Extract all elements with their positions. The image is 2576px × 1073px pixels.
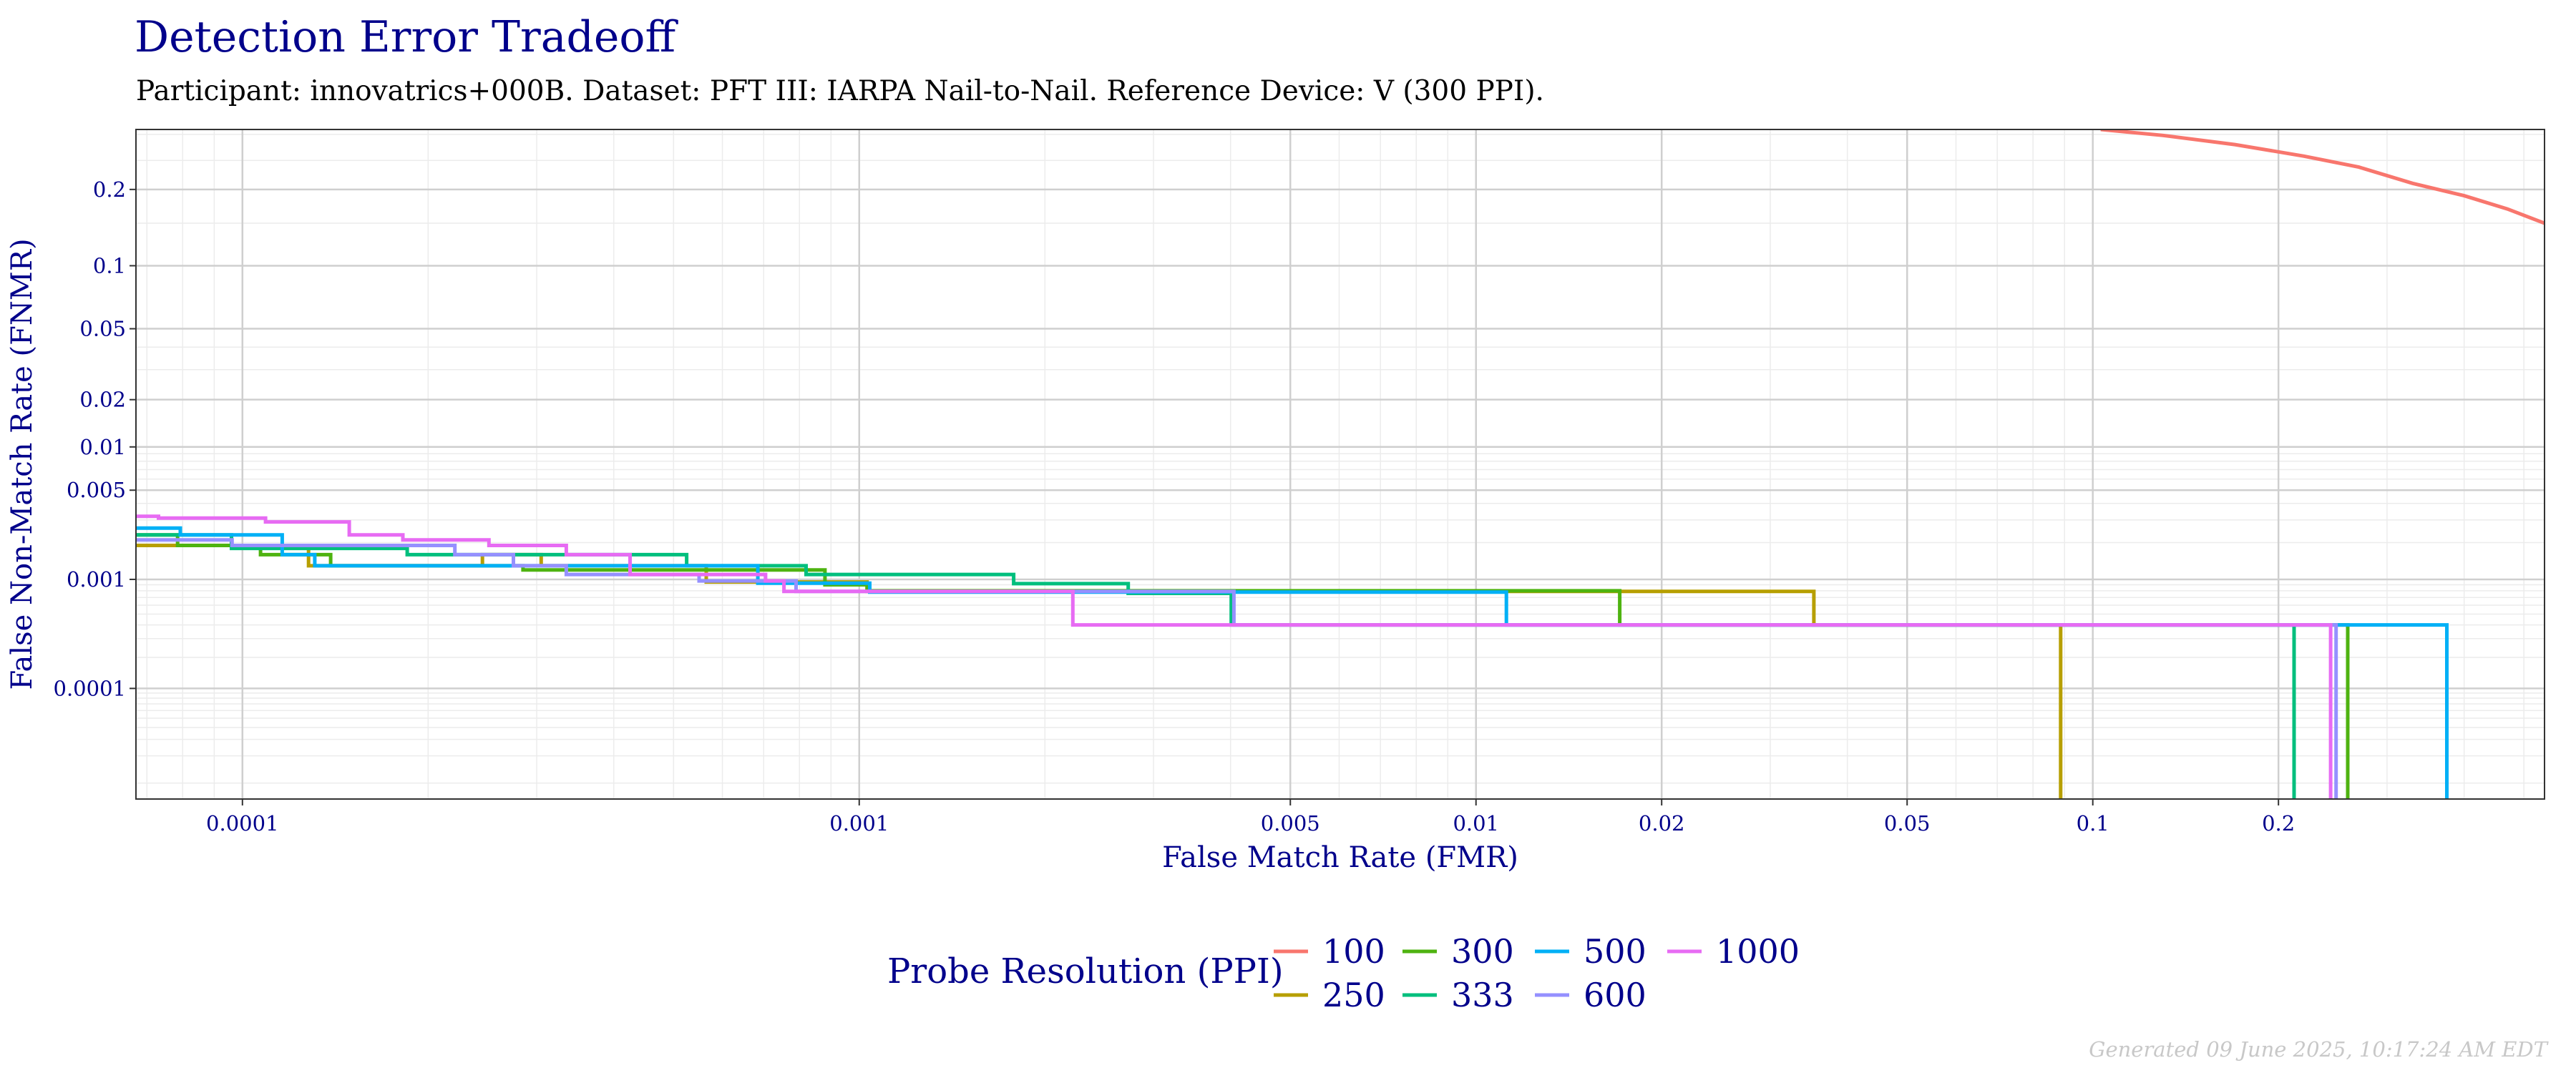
legend-label-250: 250 [1322,976,1385,1014]
y-tick-label: 0.1 [93,253,126,278]
series-line-1000 [136,514,2333,799]
y-axis-title: False Non-Match Rate (FNMR) [6,238,39,690]
legend-item-300: 300 [1402,932,1514,971]
chart-title: Detection Error Tradeoff [135,12,679,62]
x-tick-label: 0.02 [1639,811,1685,836]
x-tick-label: 0.05 [1884,811,1931,836]
x-tick-label: 0.01 [1453,811,1499,836]
x-tick-label: 0.2 [2262,811,2295,836]
legend-title: Probe Resolution (PPI) [887,951,1284,991]
series-line-333 [136,533,2296,799]
legend-item-1000: 1000 [1667,932,1800,971]
series-line-600 [136,538,2338,799]
series-line-100 [2100,129,2545,225]
legend-item-333: 333 [1402,976,1514,1014]
chart-subtitle: Participant: innovatrics+000B. Dataset: … [136,75,1544,107]
legend-items: 100 250 300 333 500 600 1000 [1274,932,1800,1014]
y-tick-label: 0.01 [79,435,126,459]
legend-item-100: 100 [1274,932,1385,971]
y-axis-ticks: 0.2 0.1 0.05 0.02 0.01 0.005 0.001 0.0001 [54,177,136,700]
legend-label-600: 600 [1584,976,1646,1014]
legend-label-1000: 1000 [1716,932,1800,971]
legend-label-100: 100 [1322,932,1385,971]
y-tick-label: 0.005 [67,478,126,502]
footer-timestamp: Generated 09 June 2025, 10:17:24 AM EDT [2089,1037,2549,1062]
grid [136,129,2545,799]
legend: Probe Resolution (PPI) 100 250 300 333 500 60… [887,932,1800,1014]
x-tick-label: 0.0001 [206,811,278,836]
legend-item-250: 250 [1274,976,1385,1014]
legend-item-600: 600 [1535,976,1646,1014]
y-tick-label: 0.2 [93,177,126,202]
x-tick-label: 0.001 [829,811,889,836]
series-line-500 [136,526,2449,799]
legend-label-333: 333 [1451,976,1514,1014]
x-tick-label: 0.005 [1261,811,1320,836]
x-axis-title: False Match Rate (FMR) [1162,841,1518,874]
y-tick-label: 0.001 [67,567,126,592]
legend-label-500: 500 [1584,932,1646,971]
y-tick-label: 0.05 [79,317,126,341]
legend-item-500: 500 [1535,932,1646,971]
y-tick-label: 0.02 [79,388,126,412]
x-axis-ticks: 0.0001 0.001 0.005 0.01 0.02 0.05 0.1 0.2 [206,799,2295,836]
y-tick-label: 0.0001 [54,676,126,700]
panel-border [135,129,2545,800]
x-tick-label: 0.1 [2077,811,2109,836]
legend-label-300: 300 [1451,932,1514,971]
series-line-300 [136,533,2350,799]
plot-series [136,129,2545,799]
